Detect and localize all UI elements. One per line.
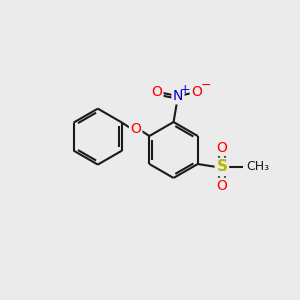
Text: −: − bbox=[201, 79, 211, 92]
Text: CH₃: CH₃ bbox=[246, 160, 269, 173]
Text: O: O bbox=[151, 85, 162, 99]
Text: +: + bbox=[179, 83, 190, 96]
Text: O: O bbox=[217, 141, 227, 155]
Text: O: O bbox=[130, 122, 141, 136]
Text: O: O bbox=[217, 179, 227, 193]
Text: S: S bbox=[216, 159, 227, 174]
Text: O: O bbox=[191, 85, 202, 99]
Text: N: N bbox=[173, 89, 183, 103]
